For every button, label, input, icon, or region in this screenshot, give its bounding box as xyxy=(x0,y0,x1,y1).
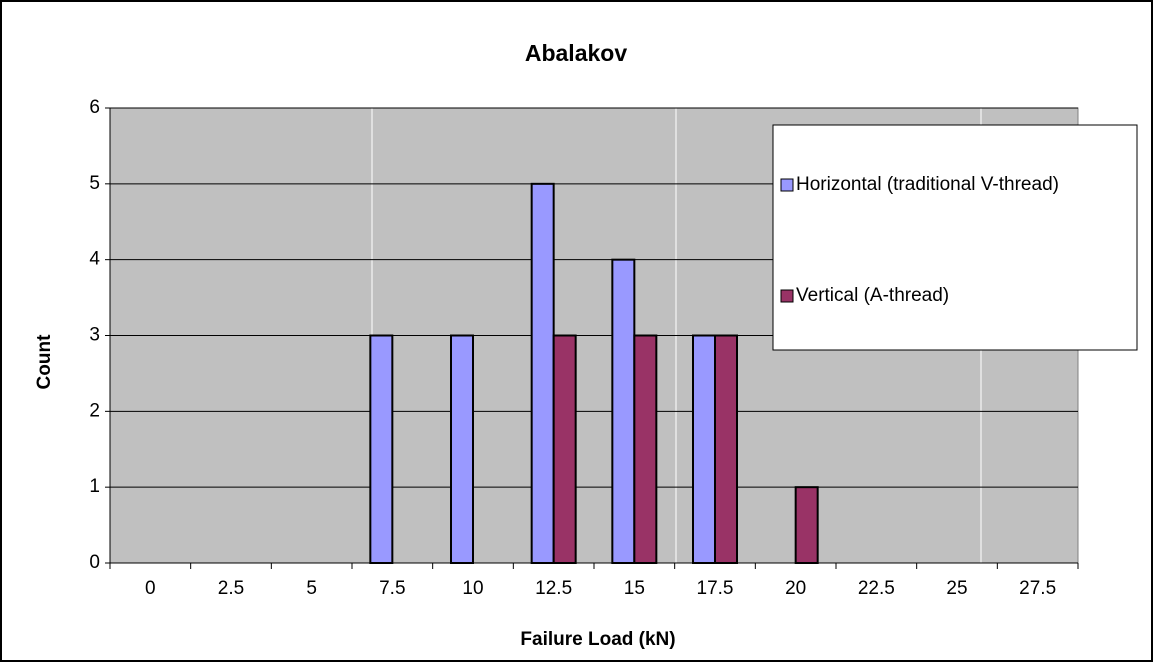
y-tick-label: 3 xyxy=(89,325,100,346)
bar xyxy=(369,334,394,564)
y-tick-label: 6 xyxy=(89,97,100,118)
x-tick-label: 5 xyxy=(306,578,317,599)
chart-title: Abalakov xyxy=(525,40,627,66)
bar xyxy=(611,258,636,564)
x-tick-label: 2.5 xyxy=(218,578,244,599)
legend-swatch xyxy=(780,289,794,303)
x-tick-label: 12.5 xyxy=(535,578,572,599)
x-tick-label: 22.5 xyxy=(858,578,895,599)
legend-label: Vertical (A-thread) xyxy=(796,285,949,306)
x-tick-label: 17.5 xyxy=(697,578,734,599)
y-tick-label: 5 xyxy=(89,173,100,194)
x-tick-label: 0 xyxy=(145,578,156,599)
bar xyxy=(794,486,819,564)
bar xyxy=(552,334,577,564)
legend-label: Horizontal (traditional V-thread) xyxy=(796,174,1059,195)
legend xyxy=(772,124,1138,351)
legend-swatch xyxy=(780,178,794,192)
x-tick-label: 15 xyxy=(624,578,645,599)
x-tick-label: 7.5 xyxy=(379,578,405,599)
bar xyxy=(633,334,658,564)
y-tick-label: 2 xyxy=(89,400,100,421)
y-axis-title: Count xyxy=(34,334,55,390)
bar xyxy=(714,334,738,564)
y-tick-label: 4 xyxy=(89,249,100,270)
x-tick-label: 25 xyxy=(946,578,967,599)
bar xyxy=(530,182,555,564)
y-tick-label: 0 xyxy=(89,552,100,573)
y-tick-label: 1 xyxy=(89,476,100,497)
x-tick-label: 10 xyxy=(462,578,483,599)
x-tick-label: 27.5 xyxy=(1019,578,1056,599)
x-axis-title: Failure Load (kN) xyxy=(520,629,675,650)
bar xyxy=(692,334,716,564)
x-tick-label: 20 xyxy=(785,578,806,599)
bar xyxy=(450,334,474,564)
